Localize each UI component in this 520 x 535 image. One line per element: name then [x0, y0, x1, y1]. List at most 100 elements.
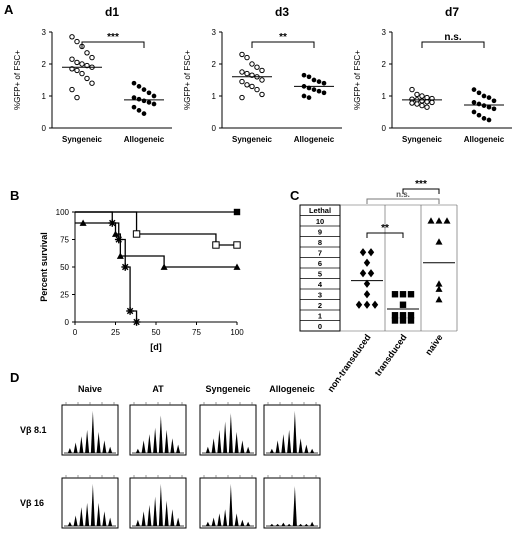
significance-label: *** [107, 32, 119, 43]
y-tick-label: 2 [42, 60, 47, 69]
significance-label: n.s. [396, 190, 410, 199]
column-header: Naive [78, 384, 102, 394]
survival-marker [233, 241, 241, 249]
spectratype-peak [96, 432, 101, 453]
survival-marker-stroke [133, 318, 140, 326]
significance-bracket [81, 41, 145, 48]
spectratype-peak [240, 519, 245, 526]
survival-marker [111, 230, 120, 237]
data-point [74, 94, 80, 101]
lethal-data-point [367, 248, 375, 257]
spectratype-peak [269, 448, 274, 453]
data-point [409, 100, 415, 106]
lethal-data-point [391, 312, 399, 319]
data-point [306, 95, 312, 100]
spectratype-box [129, 404, 187, 456]
lethal-data-point [391, 291, 399, 298]
spectratype-peak [73, 515, 78, 526]
data-point [131, 95, 137, 100]
survival-marker-stroke [122, 263, 129, 271]
data-point [239, 51, 245, 58]
data-point [419, 98, 425, 104]
y-tick-label: 3 [382, 28, 387, 37]
spectratype-peak [102, 511, 107, 526]
data-point [239, 94, 245, 101]
data-point [486, 117, 492, 123]
panel-a-d1-chart: d1 0 1 2 3 %GFP+ of FSC+ Syngeneic Allogeneic **… [13, 5, 172, 144]
lethal-level-label: 5 [318, 269, 322, 278]
survival-line [75, 222, 237, 268]
significance-label: ** [279, 32, 287, 43]
spectratype-peak [79, 436, 84, 453]
y-tick-label: 1 [212, 92, 217, 101]
significance-label: *** [415, 179, 427, 190]
spectratype-peak [141, 511, 146, 526]
lethal-data-point [355, 300, 363, 309]
row-label: Vβ 16 [20, 498, 44, 508]
lethal-level-label: 10 [316, 217, 324, 226]
y-tick-label: 0 [382, 124, 387, 133]
data-point [414, 101, 420, 107]
y-tick-label: 1 [42, 92, 47, 101]
data-point [136, 96, 142, 102]
data-point [419, 93, 425, 99]
spectratype-box [263, 477, 321, 529]
lethal-level-label: 4 [318, 280, 323, 289]
lethal-data-point [363, 279, 371, 288]
spectratype-peak [211, 517, 216, 526]
data-point [321, 80, 327, 86]
lethal-level-label: 3 [318, 290, 322, 299]
data-point [471, 109, 477, 115]
lethal-level-label: 6 [318, 259, 322, 268]
lethal-data-point [363, 258, 371, 267]
data-point [69, 34, 75, 40]
column-header: Allogeneic [269, 384, 315, 394]
x-axis-label: [d] [150, 342, 162, 352]
lethal-data-point [359, 248, 367, 257]
data-point [306, 74, 312, 80]
data-point [141, 98, 147, 104]
survival-marker-stroke [109, 219, 116, 227]
data-point [414, 91, 420, 98]
data-point [476, 90, 482, 96]
y-tick-label: 25 [60, 291, 69, 300]
table-header: Lethal [309, 206, 331, 215]
data-point [254, 64, 260, 70]
survival-marker [121, 263, 130, 271]
survival-marker-stroke [126, 307, 134, 315]
y-tick-label: 2 [212, 60, 217, 69]
y-tick-label: 2 [382, 60, 387, 69]
x-tick-label: Syngeneic [62, 135, 103, 144]
y-tick-label: 0 [42, 124, 47, 133]
x-tick-label: 50 [152, 328, 161, 337]
spectratype-box [129, 477, 187, 529]
survival-marker [160, 263, 168, 270]
y-tick-label: 100 [56, 208, 70, 217]
data-point [69, 86, 75, 93]
x-tick-label: Syngeneic [402, 135, 443, 144]
survival-marker [212, 241, 220, 249]
spectratype-peak [246, 446, 251, 453]
data-point [316, 88, 322, 94]
spectratype-peak [141, 440, 146, 453]
spectratype-peak [223, 421, 228, 453]
column-header: AT [152, 384, 164, 394]
spectratype-peak [135, 448, 140, 453]
x-tick-label: Allogeneic [294, 135, 335, 144]
y-tick-label: 50 [60, 263, 69, 272]
lethal-data-point [407, 312, 415, 319]
panel-a-d3-chart: d3 0 1 2 3 %GFP+ of FSC+ Syngeneic Allogeneic ** [183, 5, 342, 144]
data-point [141, 87, 147, 92]
spectratype-peak [85, 429, 90, 453]
y-tick-label: 3 [42, 28, 47, 37]
data-point [486, 104, 492, 110]
spectratype-peak [153, 427, 158, 453]
spectratype-peak [228, 484, 233, 526]
data-point [491, 98, 497, 104]
y-tick-label: 3 [212, 28, 217, 37]
x-tick-label: Allogeneic [124, 135, 165, 144]
spectratype-peak [287, 523, 292, 526]
lethal-level-label: 8 [318, 238, 322, 247]
spectratype-peak [310, 521, 315, 526]
lethal-data-point [399, 301, 407, 308]
